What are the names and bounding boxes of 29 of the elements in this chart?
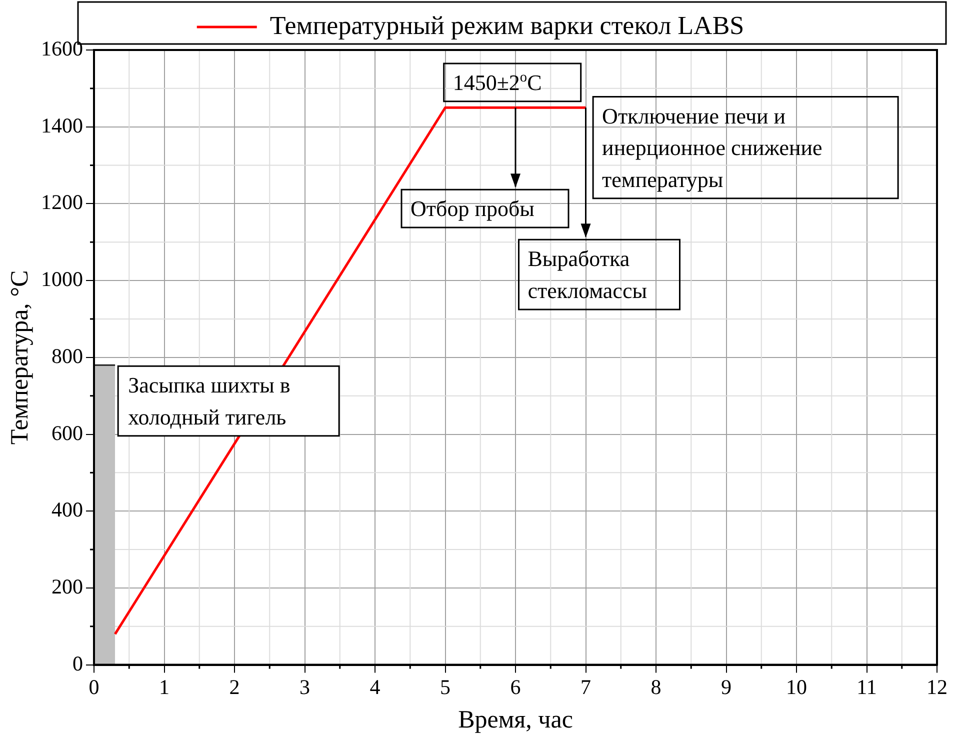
y-tick-label: 200	[52, 574, 83, 598]
x-tick-label: 5	[440, 674, 450, 699]
y-tick-label: 600	[52, 420, 83, 445]
y-tick-label: 400	[52, 498, 83, 522]
x-tick-label: 6	[510, 674, 521, 699]
annotation: Отключение печи и инерционное снижение температуры	[602, 103, 822, 192]
y-tick-label: 1400	[41, 113, 83, 138]
x-tick-label: 9	[721, 674, 732, 699]
y-tick-label: 0	[72, 651, 83, 676]
x-tick-label: 8	[650, 674, 662, 699]
x-axis-title: Время, час	[458, 706, 573, 734]
annotation: Отбор пробы	[410, 196, 535, 222]
legend-label: Температурный режим варки стекол LABS	[270, 10, 744, 40]
annotation: Выработка стекломассы	[528, 246, 648, 304]
y-tick-label: 1200	[41, 190, 83, 214]
x-tick-label: 10	[786, 674, 807, 699]
x-tick-label: 2	[229, 674, 240, 699]
y-tick-label: 800	[52, 344, 83, 368]
x-tick-label: 7	[580, 674, 591, 699]
y-tick-label: 1000	[41, 267, 83, 292]
y-tick-label: 1600	[41, 36, 83, 61]
x-tick-label: 4	[370, 674, 381, 699]
series-label: Засыпка шихты в холодный тигель	[128, 372, 290, 430]
x-tick-label: 1	[159, 674, 170, 699]
x-tick-label: 0	[88, 674, 100, 699]
x-tick-label: 11	[856, 674, 877, 699]
x-tick-label: 3	[300, 674, 310, 699]
y-axis-title: Температура, °C	[6, 270, 34, 445]
x-tick-label: 12	[926, 674, 948, 699]
